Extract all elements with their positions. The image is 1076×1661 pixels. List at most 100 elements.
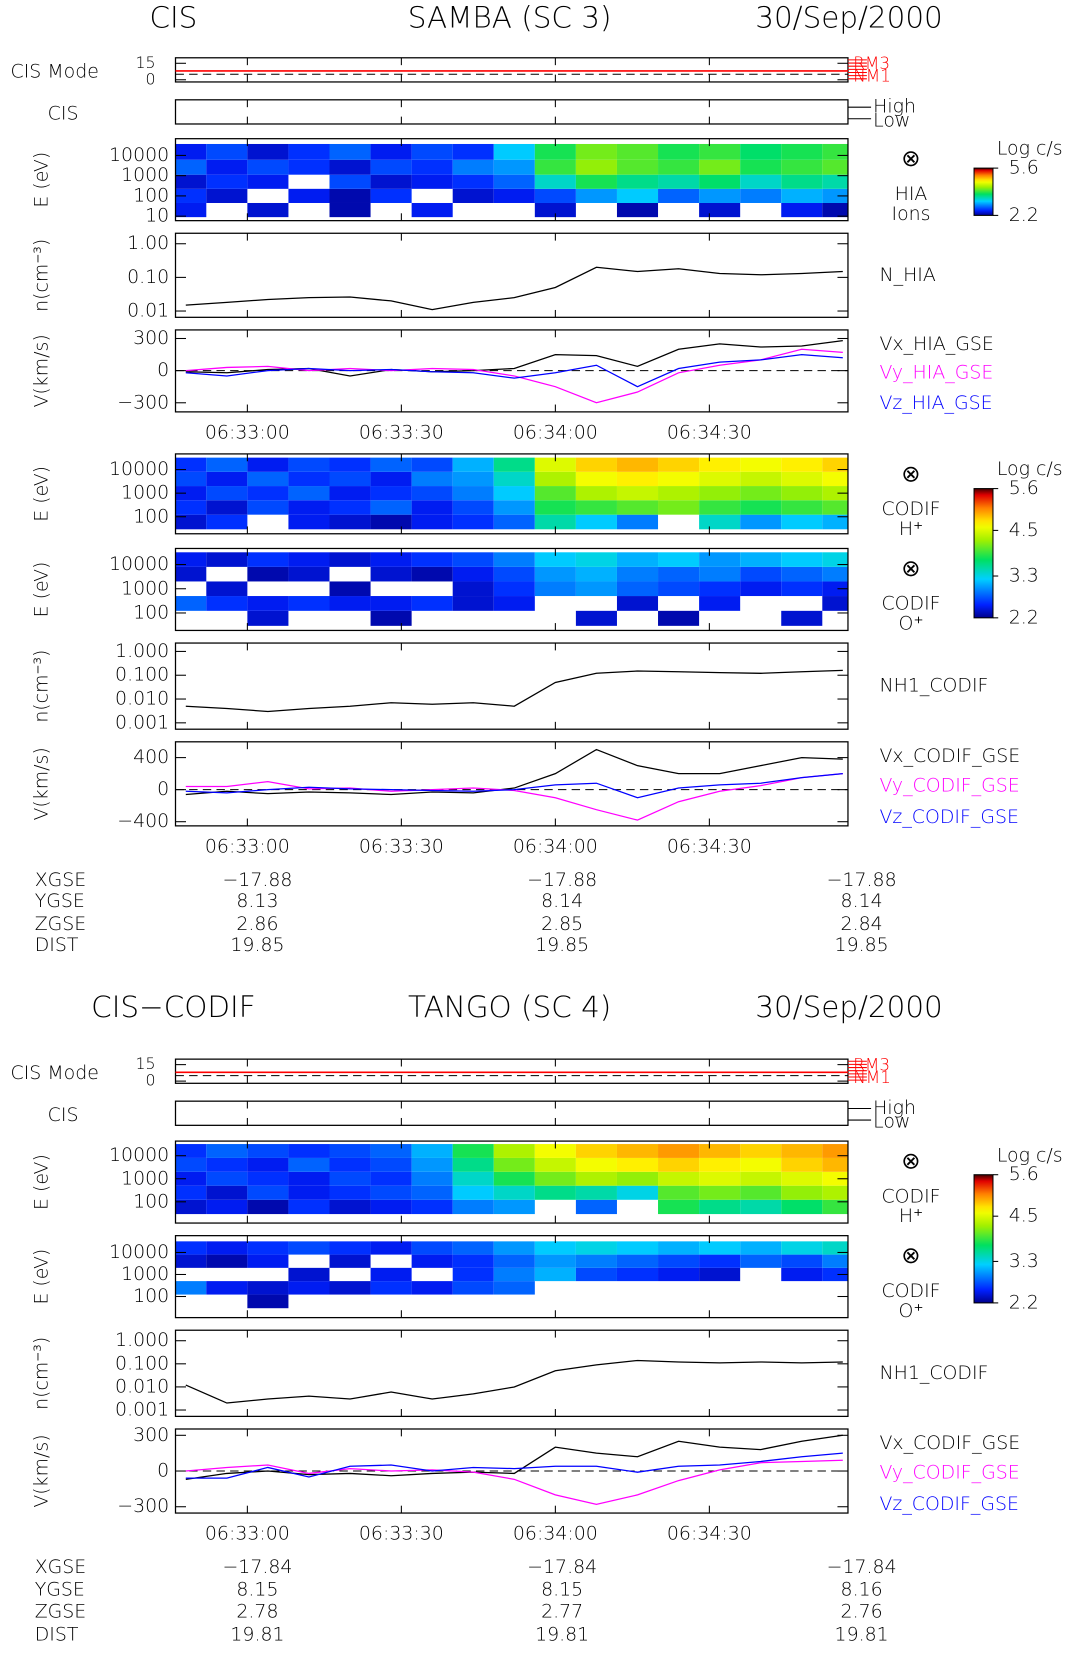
spectrogram-cell xyxy=(247,471,289,487)
y-tick-label: 0 xyxy=(157,778,169,800)
spectrogram-cell xyxy=(452,514,494,530)
spectrogram-cell xyxy=(370,1241,412,1255)
ephemeris-label: YGSE xyxy=(35,890,85,912)
spectrogram-cell xyxy=(699,457,741,472)
ephemeris-label: XGSE xyxy=(35,1556,87,1578)
spectrogram-cell xyxy=(288,143,330,160)
spectrogram-cell xyxy=(175,174,207,189)
ephemeris-label: ZGSE xyxy=(35,1600,87,1622)
spectrogram-cell xyxy=(175,500,207,515)
spectrogram-cell xyxy=(740,566,782,582)
spectrogram-cell xyxy=(175,486,207,501)
spectrogram-cell xyxy=(822,566,848,582)
spectrogram-cell xyxy=(452,188,494,203)
spectrogram-cell xyxy=(452,143,494,160)
y-axis-label: E (eV) xyxy=(31,562,53,618)
y-tick-label: 10000 xyxy=(109,144,169,166)
panel-frame xyxy=(174,1235,849,1319)
spectrogram-cell xyxy=(370,1281,412,1295)
spectrogram-cell xyxy=(175,1157,207,1172)
spectrogram-cell xyxy=(493,1241,535,1255)
spectrogram-cell xyxy=(175,1254,207,1268)
spectrogram-cell xyxy=(534,1267,576,1282)
spectrogram-cell xyxy=(288,1267,330,1282)
spectrogram-cell xyxy=(740,581,782,597)
spectrogram-cell xyxy=(452,1171,494,1186)
spectrogram-cell xyxy=(740,552,782,567)
spectrogram-cell xyxy=(740,159,782,175)
y-tick-label: 0.001 xyxy=(115,711,169,733)
spectrogram-cell xyxy=(247,596,289,611)
spectrogram-cell xyxy=(534,471,576,487)
spectrogram-cell xyxy=(575,1157,617,1172)
spectrogram-cell xyxy=(534,566,576,582)
spectrogram-cell xyxy=(411,566,453,582)
spectrogram-cell xyxy=(411,143,453,160)
legend-label: Vx_CODIF_GSE xyxy=(879,1432,1020,1454)
spectrogram-cell xyxy=(534,514,576,530)
ephemeris-value: −17.88 xyxy=(222,869,292,891)
colorbar-tick-label: 2.2 xyxy=(1009,1291,1039,1313)
spectrogram-cell xyxy=(699,1185,741,1200)
spectrogram-cell xyxy=(493,143,535,160)
spectrogram-cell xyxy=(411,1185,453,1200)
spectrogram-cell xyxy=(452,1199,494,1215)
spectrogram-cell xyxy=(206,1241,248,1255)
spectrogram-cell xyxy=(493,1199,535,1215)
y-tick-label: 1.000 xyxy=(115,1329,169,1351)
chart-title: TANGO (SC 4) xyxy=(408,990,611,1024)
spectrogram-cell xyxy=(781,1199,823,1215)
spectrogram-cell xyxy=(658,1185,700,1200)
spectrogram-cell xyxy=(175,596,207,611)
spectrogram-cell xyxy=(740,486,782,501)
panel-label: ⊗ xyxy=(901,146,920,172)
spectrogram-cell xyxy=(206,1199,248,1215)
spectrogram-cell xyxy=(288,188,330,203)
spectrogram-cell xyxy=(534,174,576,189)
spectrogram-cell xyxy=(616,566,659,582)
x-tick-label: 06:34:00 xyxy=(513,421,598,443)
y-axis-label: CIS xyxy=(48,103,79,125)
legend-label: Vy_HIA_GSE xyxy=(879,362,993,384)
series-line xyxy=(185,1452,843,1479)
spectrogram-cell xyxy=(699,1171,741,1186)
spectrogram-cell xyxy=(175,1199,207,1215)
x-tick-label: 06:33:00 xyxy=(205,421,290,443)
panel-label: CODIF xyxy=(881,593,940,615)
spectrogram-cell xyxy=(452,566,494,582)
spectrogram-cell xyxy=(781,552,823,567)
spectrogram-cell xyxy=(411,457,453,472)
chart-title: 30/Sep/2000 xyxy=(755,0,943,34)
spectrogram-cell xyxy=(493,552,535,567)
spectrogram-cell xyxy=(781,1157,823,1172)
y-tick-label: 0.100 xyxy=(115,664,169,686)
spectrogram-cell xyxy=(616,471,659,487)
spectrogram-cell xyxy=(493,174,535,189)
spectrogram-cell xyxy=(175,188,207,203)
ephemeris-value: 2.84 xyxy=(841,913,883,935)
spectrogram-cell xyxy=(452,1281,494,1295)
spectrogram-cell xyxy=(206,514,248,530)
spectrogram-cell xyxy=(175,1171,207,1186)
ephemeris-label: DIST xyxy=(35,934,79,956)
legend-label: Vy_CODIF_GSE xyxy=(879,1462,1019,1484)
spectrogram-cell xyxy=(658,1157,700,1172)
spectrogram-cell xyxy=(411,500,453,515)
spectrogram-cell xyxy=(329,1157,371,1172)
spectrogram-cell xyxy=(329,174,371,189)
y-tick-label: 0.010 xyxy=(115,1375,169,1397)
spectrogram-cell xyxy=(329,1144,371,1158)
y-tick-label: 0.10 xyxy=(127,266,169,288)
y-tick-label: 1000 xyxy=(121,482,169,504)
spectrogram-cell xyxy=(288,500,330,515)
spectrogram-cell xyxy=(247,1157,289,1172)
spectrogram-cell xyxy=(493,1281,535,1295)
spectrogram-cell xyxy=(575,1267,617,1282)
spectrogram-cell xyxy=(206,486,248,501)
spectrogram-cell xyxy=(411,1199,453,1215)
spectrogram-cell xyxy=(247,1185,289,1200)
colorbar-tick-label: 3.3 xyxy=(1009,1250,1039,1272)
spectrogram-cell xyxy=(206,1281,248,1295)
spectrogram-cell xyxy=(493,566,535,582)
y-tick-label: −400 xyxy=(117,810,169,832)
